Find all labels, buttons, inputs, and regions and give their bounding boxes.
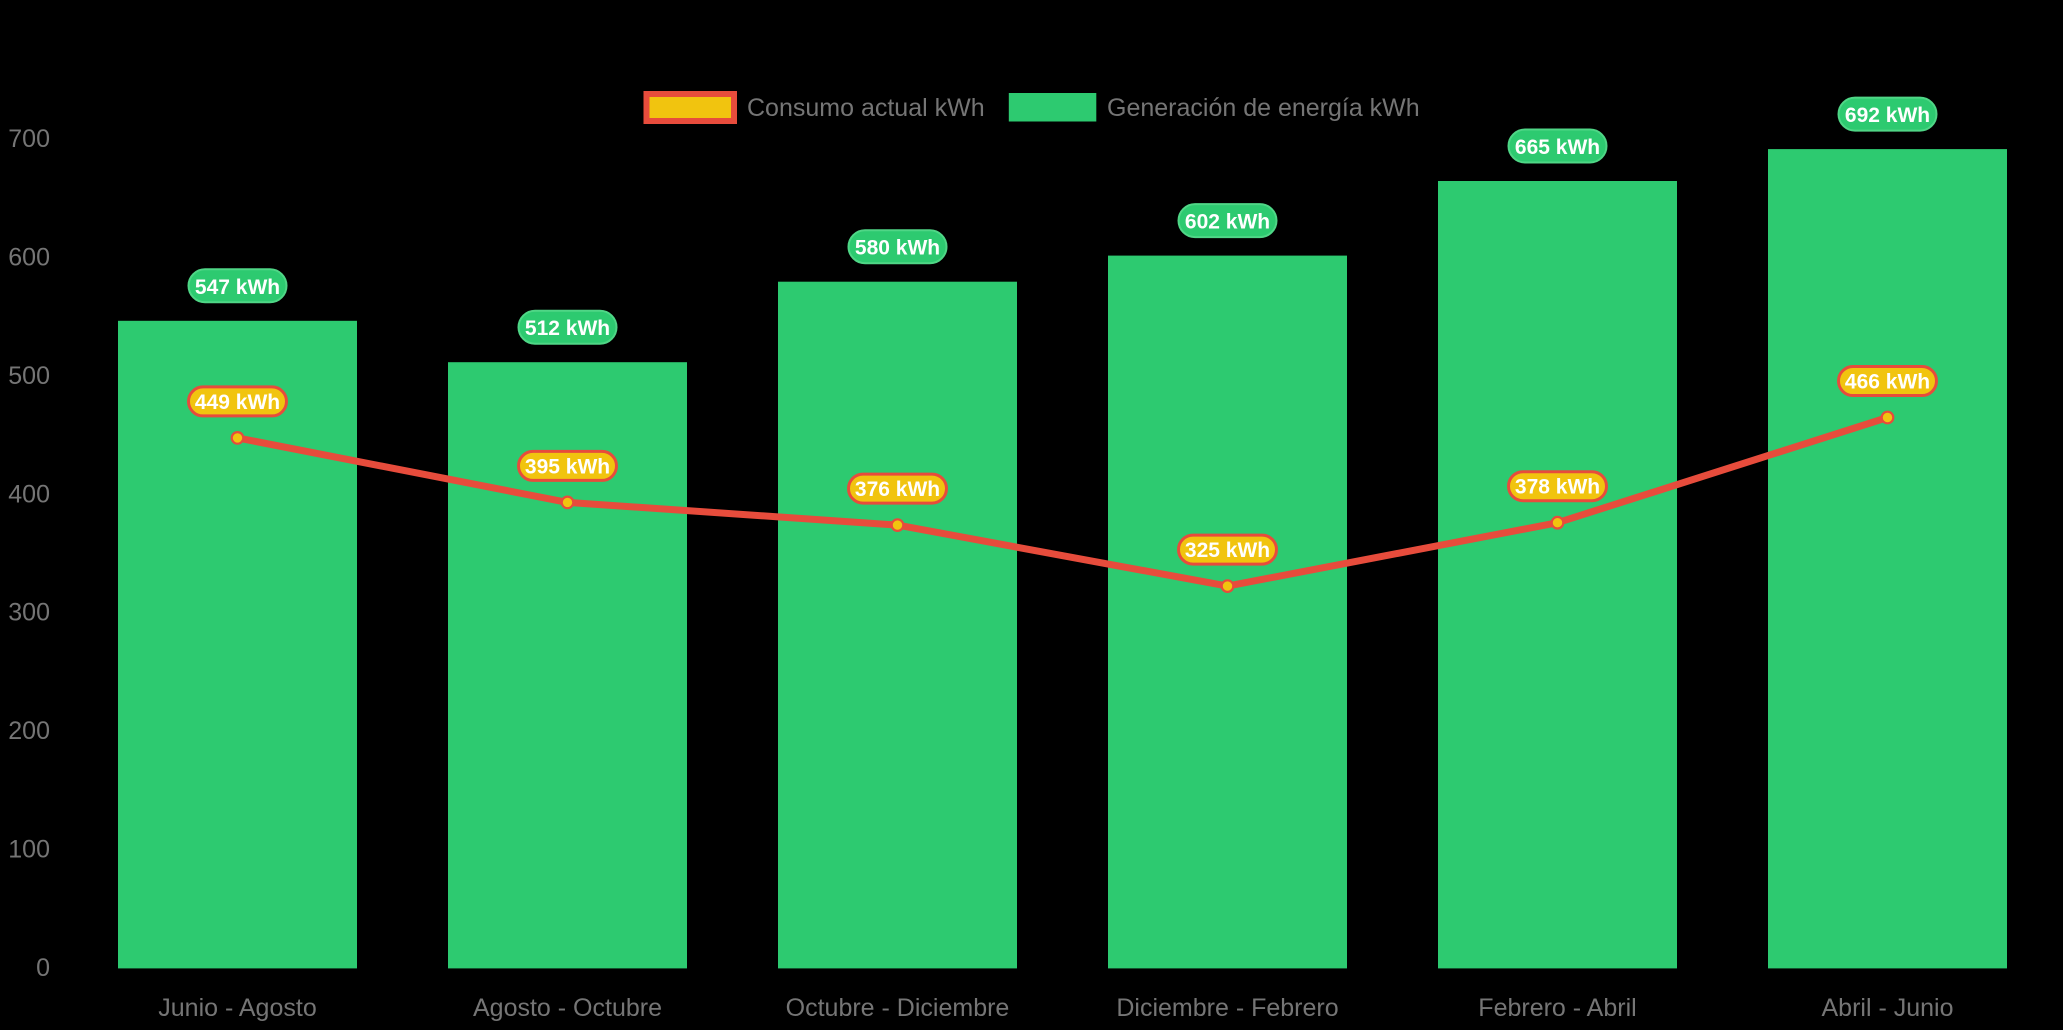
svg-text:Consumo actual kWh: Consumo actual kWh [747, 94, 985, 122]
svg-text:0: 0 [36, 954, 50, 982]
svg-text:Diciembre - Febrero: Diciembre - Febrero [1116, 994, 1338, 1022]
svg-text:378 kWh: 378 kWh [1515, 476, 1600, 499]
svg-text:600: 600 [8, 244, 50, 272]
svg-text:580 kWh: 580 kWh [855, 237, 940, 260]
svg-text:700: 700 [8, 125, 50, 153]
svg-text:Octubre - Diciembre: Octubre - Diciembre [786, 994, 1010, 1022]
svg-text:325 kWh: 325 kWh [1185, 539, 1270, 562]
svg-text:300: 300 [8, 599, 50, 627]
svg-text:692 kWh: 692 kWh [1845, 104, 1930, 127]
svg-text:376 kWh: 376 kWh [855, 478, 940, 501]
svg-text:466 kWh: 466 kWh [1845, 371, 1930, 394]
svg-text:665 kWh: 665 kWh [1515, 136, 1600, 159]
svg-text:200: 200 [8, 717, 50, 745]
svg-text:449 kWh: 449 kWh [195, 391, 280, 414]
svg-text:Junio - Agosto: Junio - Agosto [158, 994, 316, 1022]
svg-text:395 kWh: 395 kWh [525, 455, 610, 478]
svg-text:100: 100 [8, 836, 50, 864]
svg-text:Abril - Junio: Abril - Junio [1822, 994, 1954, 1022]
svg-text:Generación de energía kWh: Generación de energía kWh [1107, 94, 1420, 122]
svg-text:602 kWh: 602 kWh [1185, 211, 1270, 234]
svg-text:400: 400 [8, 480, 50, 508]
svg-text:512 kWh: 512 kWh [525, 317, 610, 340]
svg-text:Febrero - Abril: Febrero - Abril [1478, 994, 1636, 1022]
svg-text:500: 500 [8, 362, 50, 390]
svg-text:Agosto - Octubre: Agosto - Octubre [473, 994, 662, 1022]
svg-text:547 kWh: 547 kWh [195, 276, 280, 299]
